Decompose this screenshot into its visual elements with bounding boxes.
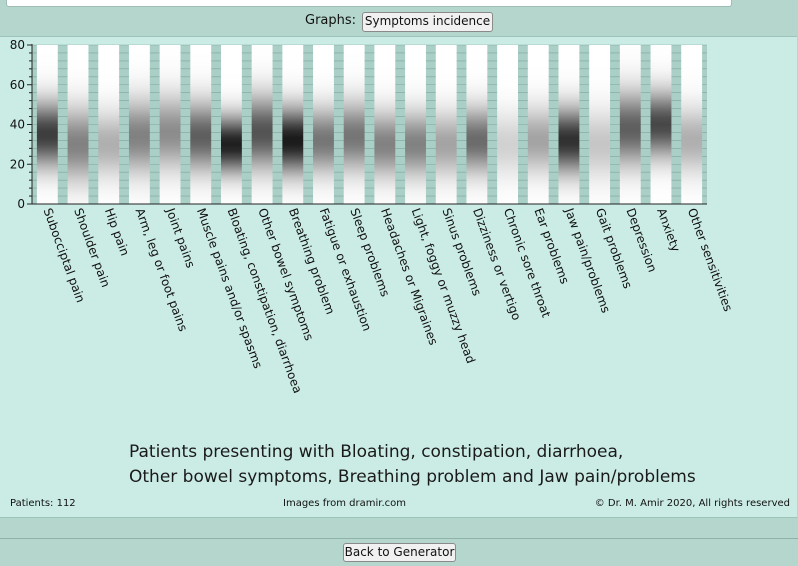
- graphs-label: Graphs:: [305, 13, 357, 28]
- x-category-label: Joint pains: [163, 205, 198, 269]
- y-tick-label: 60: [10, 78, 25, 92]
- x-category-label: Anxiety: [654, 206, 683, 254]
- back-to-generator-button[interactable]: Back to Generator: [343, 543, 456, 562]
- y-tick-label: 20: [10, 157, 25, 171]
- symptoms-incidence-button[interactable]: Symptoms incidence: [362, 12, 493, 32]
- x-category-label: Headaches or Migraines: [378, 206, 441, 347]
- heatmap-column: [67, 45, 89, 204]
- y-tick-label: 0: [17, 197, 25, 211]
- y-tick-label: 80: [10, 38, 25, 52]
- heatmap-column: [497, 45, 518, 204]
- heatmap-column: [435, 45, 457, 204]
- heatmap-column: [221, 45, 242, 204]
- heatmap-column: [282, 45, 304, 204]
- x-category-label: Other sensitivities: [685, 206, 735, 313]
- heatmap-column: [589, 45, 611, 204]
- heatmap-column: [313, 45, 334, 204]
- heatmap-column: [405, 45, 426, 204]
- heatmap-column: [36, 45, 58, 204]
- heatmap-column: [98, 45, 120, 204]
- x-category-label: Depression: [623, 206, 659, 274]
- heatmap-column: [466, 45, 488, 204]
- copyright-notice: © Dr. M. Amir 2020, All rights reserved: [594, 498, 790, 509]
- heatmap-column: [374, 45, 396, 204]
- chart-caption-line-2: Other bowel symptoms, Breathing problem …: [129, 467, 696, 487]
- images-credit: Images from dramir.com: [283, 498, 406, 509]
- heatmap-column: [128, 45, 150, 204]
- chart-caption-line-1: Patients presenting with Bloating, const…: [129, 442, 624, 462]
- heatmap-column: [619, 45, 641, 204]
- heatmap-column: [681, 45, 703, 204]
- x-category-label: Hip pain: [102, 206, 132, 257]
- y-tick-label: 40: [10, 118, 25, 132]
- heatmap-column: [650, 45, 672, 204]
- heatmap-column: [343, 45, 365, 204]
- patients-count: Patients: 112: [10, 498, 76, 509]
- heatmap-column: [159, 45, 181, 204]
- heatmap-column: [527, 45, 549, 204]
- heatmap-column: [190, 45, 212, 204]
- heatmap-column: [558, 45, 580, 204]
- top-input-field[interactable]: [6, 0, 732, 7]
- heatmap-column: [251, 45, 273, 204]
